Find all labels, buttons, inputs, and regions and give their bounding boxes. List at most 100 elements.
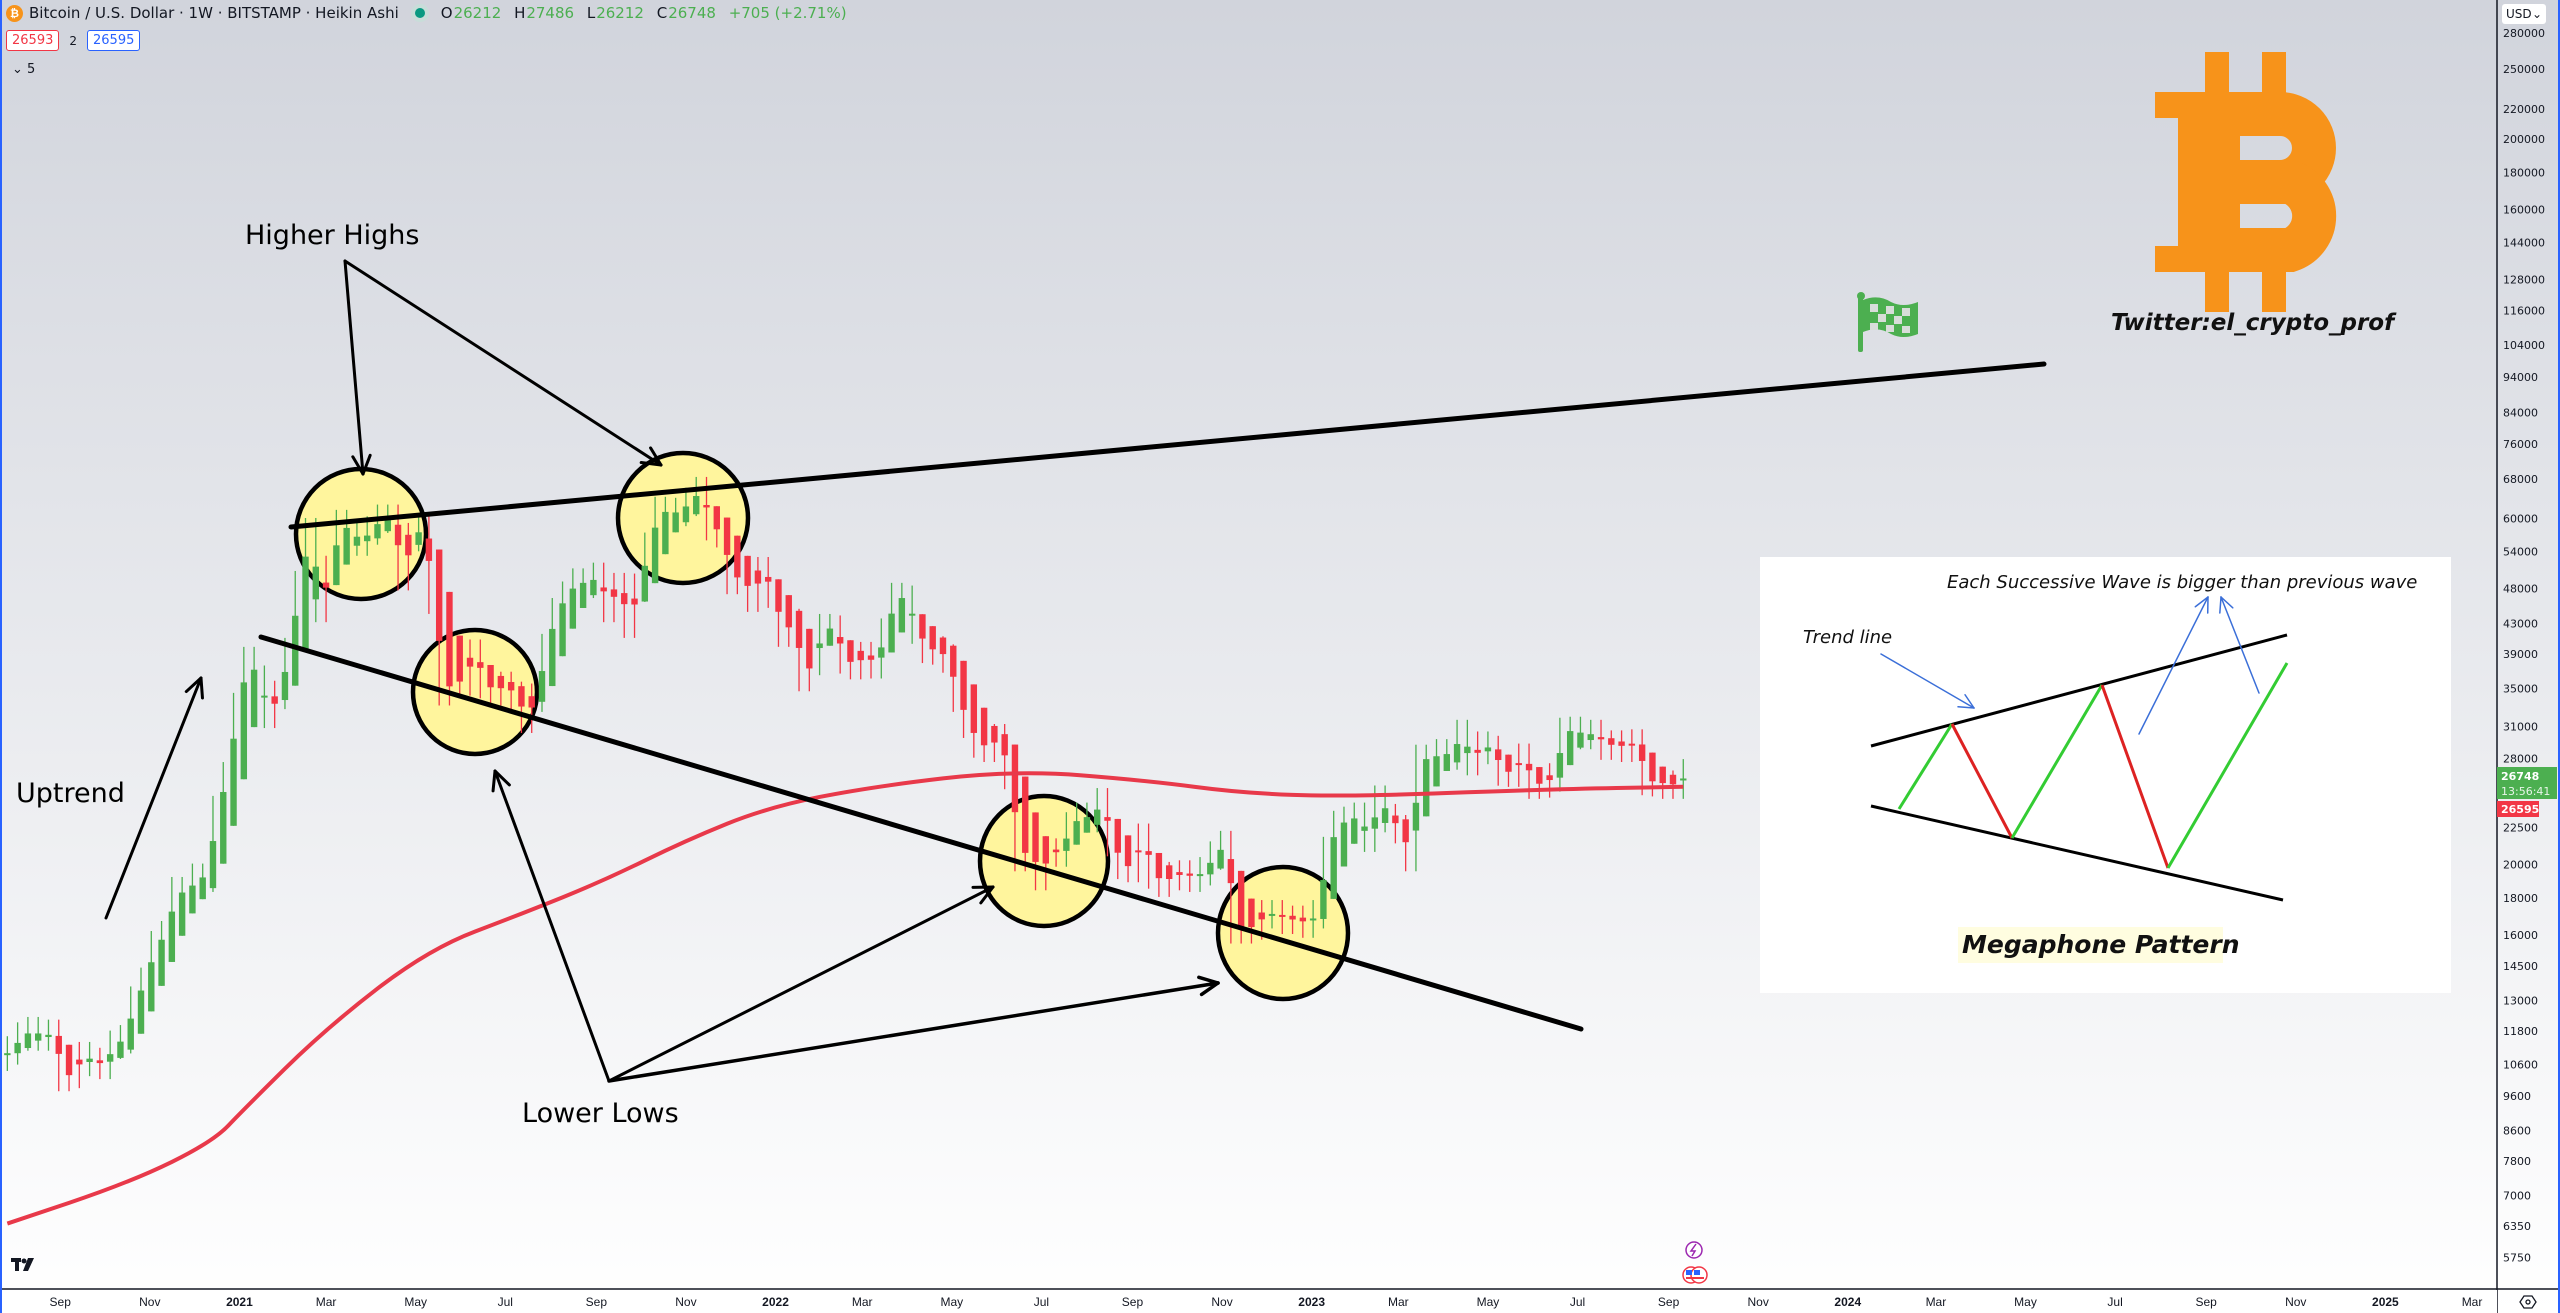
lightning-event-icon[interactable] (1685, 1241, 1703, 1259)
time-tick-label: 2024 (1834, 1295, 1861, 1309)
candle-body (991, 725, 998, 743)
arrow-head (639, 461, 663, 467)
candle (559, 581, 566, 657)
candle (487, 664, 494, 706)
price-tick-label: 68000 (2503, 473, 2538, 486)
candle (1392, 803, 1399, 844)
price-tick-label: 20000 (2503, 859, 2538, 872)
candle-body (220, 792, 227, 864)
arrow-head (491, 769, 497, 793)
candle-body (764, 576, 772, 582)
candle (312, 517, 319, 623)
candle-body (364, 535, 371, 542)
candle (96, 1047, 104, 1080)
spread: 2 (69, 33, 77, 48)
symbol-legend[interactable]: ₿ Bitcoin / U.S. Dollar · 1W · BITSTAMP … (6, 4, 855, 22)
candle (1083, 802, 1091, 833)
candle-body (374, 524, 381, 539)
candle-body (1258, 912, 1265, 920)
highlight-circle (1215, 864, 1351, 1002)
candle-body (1186, 873, 1193, 876)
chevron-down-icon: ⌄ (2531, 7, 2542, 21)
price-tick-label: 144000 (2503, 237, 2545, 250)
candle-body (322, 582, 330, 588)
candle-body (446, 591, 453, 687)
window-right-edge (2558, 0, 2560, 1313)
candle-body (888, 613, 895, 653)
candles-layer (4, 476, 1687, 1092)
trade-buttons: 26593 2 26595 (6, 30, 141, 51)
time-tick-label: Nov (139, 1295, 160, 1309)
candle-body (1340, 822, 1348, 867)
moving-average-line (6, 771, 1684, 1226)
candle-body (65, 1044, 73, 1076)
price-tick-label: 14500 (2503, 960, 2538, 973)
candle (898, 582, 906, 633)
price-tick-label: 31000 (2503, 720, 2538, 733)
indicators-toggle[interactable]: ⌄ 5 (12, 62, 35, 77)
candle (1474, 731, 1481, 776)
candle-body (1299, 917, 1307, 922)
candle (867, 641, 875, 679)
time-axis[interactable]: Sep Nov 2021 Mar May Jul Sep Nov 2022 Mar May Jul Se… (50, 1295, 2483, 1309)
candle-body (34, 1033, 42, 1041)
candle (415, 514, 422, 552)
ma-price: 26595 (2501, 803, 2539, 816)
sell-button[interactable]: 26593 (6, 30, 60, 51)
candle-body (528, 696, 535, 708)
candle (1165, 861, 1173, 897)
candle-body (1371, 817, 1379, 829)
candle (1248, 898, 1255, 944)
candle-body (302, 556, 309, 649)
candle (1361, 802, 1368, 852)
candle (1556, 717, 1564, 792)
time-tick-label: 2025 (2372, 1295, 2399, 1309)
candle-body (836, 637, 844, 644)
candle-body (1217, 849, 1224, 869)
checkered-flag-icon (1857, 292, 1918, 352)
candle (1505, 754, 1512, 787)
candle (1669, 770, 1677, 799)
price-tick-label: 18000 (2503, 892, 2538, 905)
candle (939, 636, 947, 673)
ma-price-label: 26595 (2497, 801, 2539, 817)
candle-body (261, 695, 268, 698)
candle-body (1484, 747, 1492, 752)
candle (1124, 835, 1132, 883)
higher-highs-label: Higher Highs (245, 220, 419, 251)
candle (610, 572, 618, 623)
candle (1217, 830, 1224, 870)
candle (466, 639, 474, 696)
candle (343, 509, 350, 565)
us-economic-event-icon[interactable] (1682, 1266, 1708, 1284)
candle (425, 514, 433, 614)
candle (1094, 788, 1101, 833)
candle (528, 683, 535, 733)
price-axis[interactable]: 280000 250000 220000 200000 180000 160000 1440… (2503, 27, 2545, 1264)
price-tick-label: 35000 (2503, 682, 2538, 695)
settings-eye-icon[interactable] (2519, 1295, 2537, 1309)
candle (806, 628, 813, 692)
candle-body (477, 662, 484, 668)
candle-body (1268, 913, 1276, 916)
open-value: 26212 (453, 4, 502, 22)
candle-body (394, 524, 402, 546)
candle (929, 626, 936, 665)
price-tick-label: 7800 (2503, 1155, 2531, 1168)
candle-body (1464, 746, 1471, 754)
buy-button[interactable]: 26595 (87, 30, 141, 51)
close-value: 26748 (668, 4, 716, 22)
candle-body (898, 598, 906, 633)
inset-arrows (1880, 596, 2260, 735)
currency-select[interactable]: USD ⌄ (2502, 4, 2546, 24)
symbol-title[interactable]: Bitcoin / U.S. Dollar · 1W · BITSTAMP · … (29, 4, 399, 22)
candle-body (189, 885, 196, 914)
candle-body (1577, 732, 1584, 748)
candle-body (579, 582, 587, 608)
candle-body (1073, 821, 1080, 845)
candle (374, 504, 381, 545)
market-status-dot[interactable] (414, 8, 425, 18)
candle-body (1042, 836, 1050, 864)
tradingview-logo[interactable] (11, 1258, 34, 1271)
